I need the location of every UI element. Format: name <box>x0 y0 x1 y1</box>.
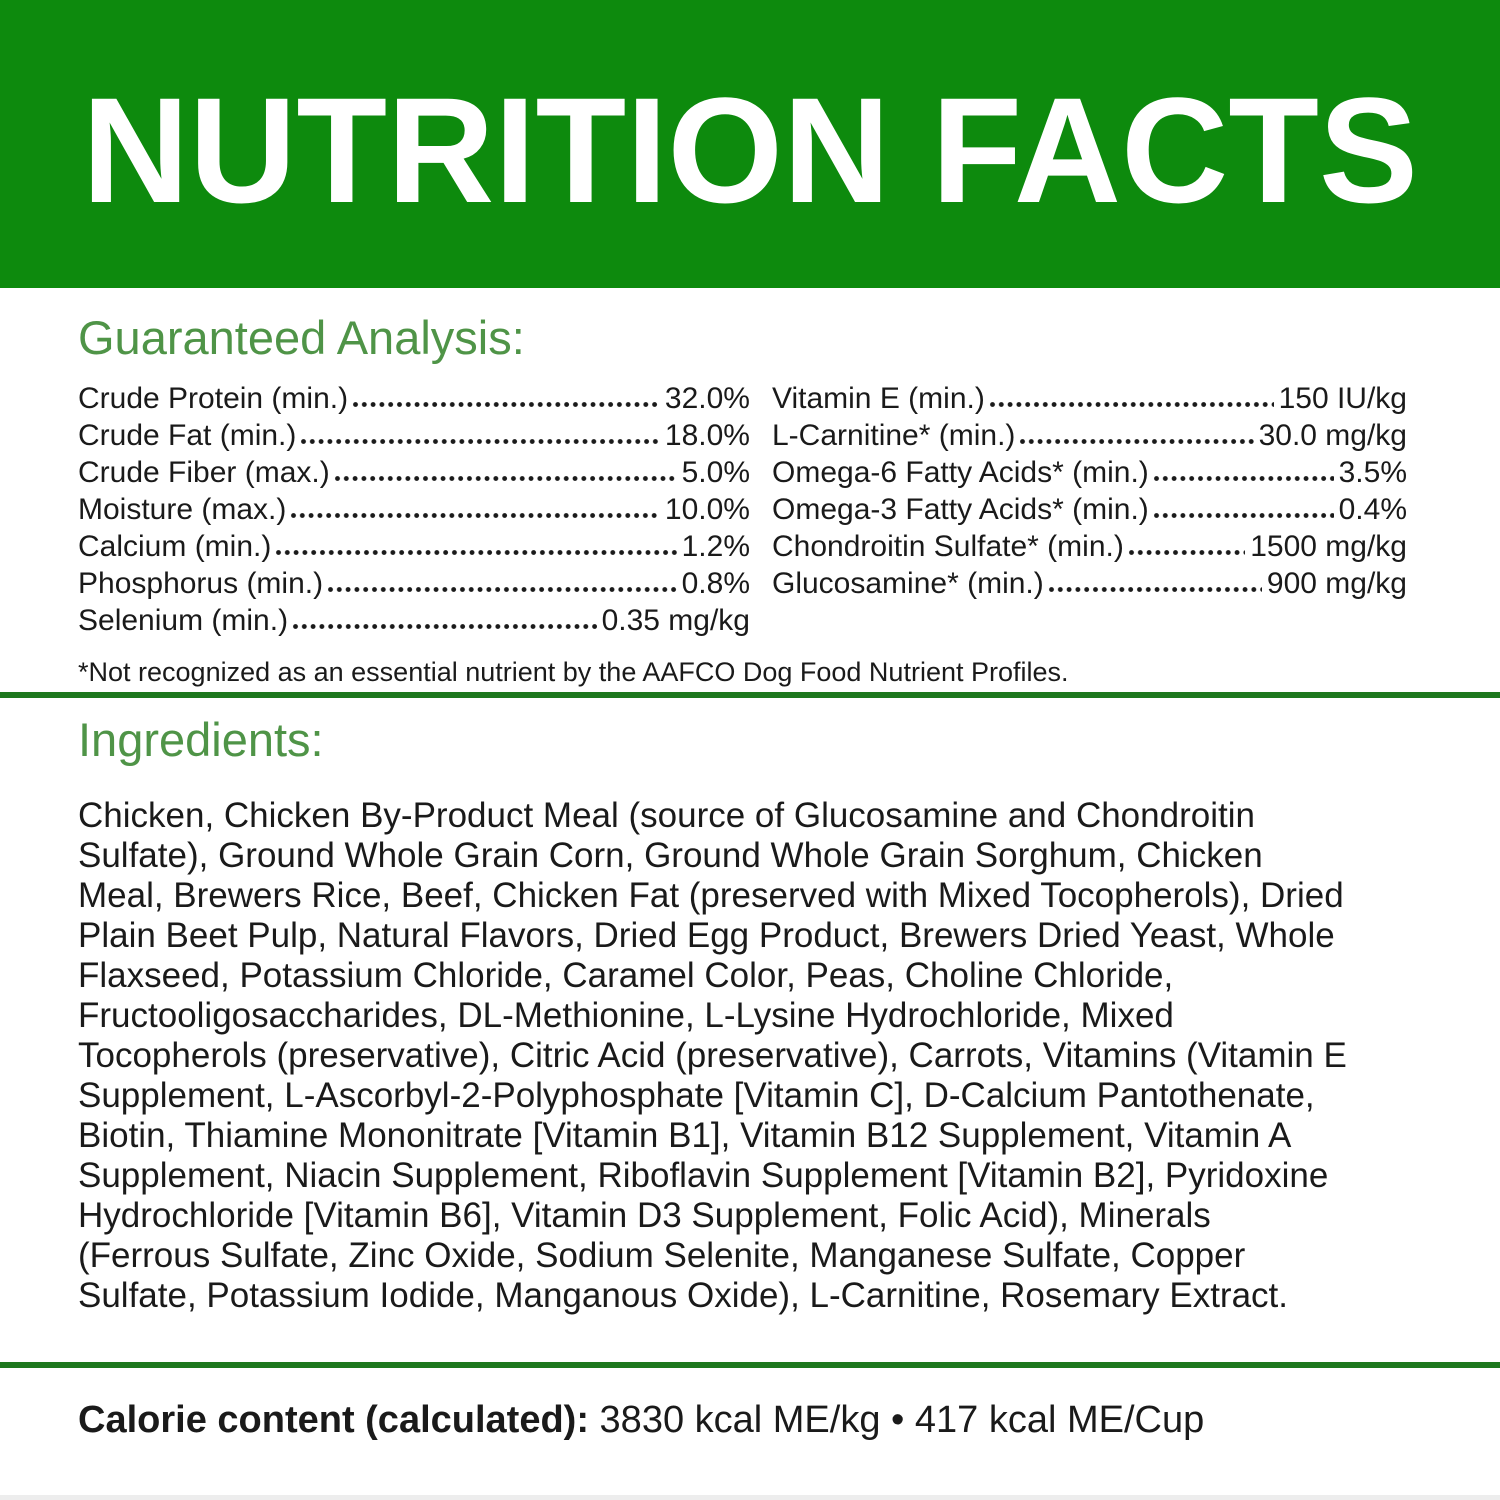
ingredients-line: Supplement, L-Ascorbyl-2-Polyphosphate [… <box>78 1076 1315 1115</box>
guaranteed-analysis-columns: Crude Protein (min.) 32.0% Crude Fat (mi… <box>78 380 1488 639</box>
page-title-svg: NUTRITION FACTS <box>82 90 1418 230</box>
ingredients-line: (Ferrous Sulfate, Zinc Oxide, Sodium Sel… <box>78 1236 1246 1275</box>
guaranteed-analysis-heading: Guaranteed Analysis: <box>78 311 525 364</box>
dotted-leader <box>352 401 660 408</box>
nutrient-value: 150 IU/kg <box>1278 382 1407 415</box>
nutrient-label: Vitamin E (min.) <box>772 382 985 415</box>
ingredients-heading: Ingredients: <box>78 713 324 766</box>
nutrient-label: Selenium (min.) <box>78 604 289 637</box>
nutrient-label: L-Carnitine* (min.) <box>772 419 1016 452</box>
nutrient-value: 10.0% <box>664 493 750 526</box>
nutrient-row: Glucosamine* (min.) 900 mg/kg <box>772 565 1407 602</box>
section-divider <box>0 1362 1500 1368</box>
guaranteed-analysis-left-column: Crude Protein (min.) 32.0% Crude Fat (mi… <box>78 380 750 639</box>
ingredients-line: Sulfate, Potassium Iodide, Manganous Oxi… <box>78 1276 1288 1315</box>
nutrient-row: Crude Protein (min.) 32.0% <box>78 380 750 417</box>
dotted-leader <box>327 586 677 593</box>
page-title: NUTRITION FACTS <box>82 90 1418 230</box>
ingredients-line: Tocopherols (preservative), Citric Acid … <box>78 1036 1347 1075</box>
nutrient-row: Crude Fat (min.) 18.0% <box>78 417 750 454</box>
calorie-content-section: Calorie content (calculated): 3830 kcal … <box>0 1368 1500 1442</box>
ingredients-section: Ingredients: Chicken, Chicken By-Product… <box>0 698 1500 1362</box>
ingredients-line: Plain Beet Pulp, Natural Flavors, Dried … <box>78 916 1335 955</box>
nutrient-label: Glucosamine* (min.) <box>772 567 1044 600</box>
nutrient-label: Crude Fiber (max.) <box>78 456 330 489</box>
dotted-leader <box>290 512 660 519</box>
nutrient-value: 3.5% <box>1338 456 1407 489</box>
dotted-leader <box>275 549 677 556</box>
nutrient-value: 1.2% <box>681 530 750 563</box>
dotted-leader <box>1152 512 1334 519</box>
nutrient-value: 900 mg/kg <box>1266 567 1407 600</box>
nutrient-value: 1500 mg/kg <box>1250 530 1407 563</box>
calorie-content-label: Calorie content (calculated): <box>78 1399 589 1441</box>
nutrient-label: Crude Protein (min.) <box>78 382 349 415</box>
ingredients-paragraph: Chicken, Chicken By-Product Meal (source… <box>78 796 1460 1316</box>
nutrient-row: Moisture (max.) 10.0% <box>78 491 750 528</box>
nutrient-row: Chondroitin Sulfate* (min.) 1500 mg/kg <box>772 528 1407 565</box>
dotted-leader <box>292 623 597 630</box>
nutrient-row: Vitamin E (min.) 150 IU/kg <box>772 380 1407 417</box>
dotted-leader <box>300 438 660 445</box>
nutrient-label: Chondroitin Sulfate* (min.) <box>772 530 1124 563</box>
nutrient-value: 30.0 mg/kg <box>1258 419 1407 452</box>
nutrient-row: Crude Fiber (max.) 5.0% <box>78 454 750 491</box>
nutrient-label: Omega-6 Fatty Acids* (min.) <box>772 456 1149 489</box>
nutrient-row: Omega-3 Fatty Acids* (min.) 0.4% <box>772 491 1407 528</box>
dotted-leader <box>1127 549 1246 556</box>
ingredients-line: Hydrochloride [Vitamin B6], Vitamin D3 S… <box>78 1196 1211 1235</box>
nutrient-value: 0.8% <box>681 567 750 600</box>
calorie-content-value: 3830 kcal ME/kg • 417 kcal ME/Cup <box>599 1399 1205 1441</box>
nutrient-value: 32.0% <box>664 382 750 415</box>
nutrient-row: L-Carnitine* (min.) 30.0 mg/kg <box>772 417 1407 454</box>
dotted-leader <box>1047 586 1262 593</box>
section-divider <box>0 692 1500 698</box>
dotted-leader <box>988 401 1274 408</box>
nutrient-label: Crude Fat (min.) <box>78 419 297 452</box>
ingredients-line: Biotin, Thiamine Mononitrate [Vitamin B1… <box>78 1116 1292 1155</box>
ingredients-line: Chicken, Chicken By-Product Meal (source… <box>78 796 1255 835</box>
nutrient-label: Moisture (max.) <box>78 493 287 526</box>
nutrient-value: 0.4% <box>1338 493 1407 526</box>
nutrient-value: 5.0% <box>681 456 750 489</box>
aafco-footnote: *Not recognized as an essential nutrient… <box>78 657 1069 687</box>
ingredients-line: Flaxseed, Potassium Chloride, Caramel Co… <box>78 956 1174 995</box>
ingredients-line: Sulfate), Ground Whole Grain Corn, Groun… <box>78 836 1263 875</box>
nutrient-row: Omega-6 Fatty Acids* (min.) 3.5% <box>772 454 1407 491</box>
dotted-leader <box>1152 475 1334 482</box>
nutrient-label: Calcium (min.) <box>78 530 272 563</box>
header-band: NUTRITION FACTS <box>0 0 1500 288</box>
ingredients-line: Fructooligosaccharides, DL-Methionine, L… <box>78 996 1174 1035</box>
nutrient-row: Selenium (min.) 0.35 mg/kg <box>78 602 750 639</box>
dotted-leader <box>333 475 677 482</box>
dotted-leader <box>1019 438 1254 445</box>
nutrient-label: Phosphorus (min.) <box>78 567 324 600</box>
nutrient-value: 0.35 mg/kg <box>601 604 750 637</box>
ingredients-line: Meal, Brewers Rice, Beef, Chicken Fat (p… <box>78 876 1344 915</box>
guaranteed-analysis-right-column: Vitamin E (min.) 150 IU/kg L-Carnitine* … <box>772 380 1407 639</box>
photo-bottom-edge <box>0 1495 1500 1500</box>
nutrient-row: Phosphorus (min.) 0.8% <box>78 565 750 602</box>
guaranteed-analysis-section: Guaranteed Analysis: Crude Protein (min.… <box>0 288 1500 692</box>
nutrient-row: Calcium (min.) 1.2% <box>78 528 750 565</box>
nutrient-label: Omega-3 Fatty Acids* (min.) <box>772 493 1149 526</box>
ingredients-line: Supplement, Niacin Supplement, Riboflavi… <box>78 1156 1329 1195</box>
nutrient-value: 18.0% <box>664 419 750 452</box>
